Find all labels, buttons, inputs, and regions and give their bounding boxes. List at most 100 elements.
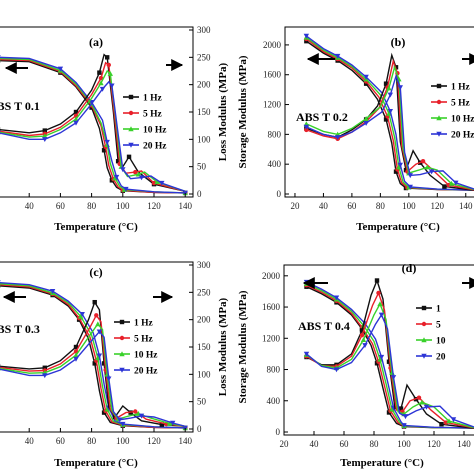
storage-curve-10-hz-point xyxy=(0,59,1,61)
loss-curve-5-hz-point xyxy=(98,75,104,81)
legend-entry-10-hz: 10 Hz xyxy=(431,115,474,125)
panel-c-letter: (c) xyxy=(89,265,102,279)
x-tick-label: 40 xyxy=(25,201,35,211)
x-tick-label: 120 xyxy=(147,436,161,446)
x-tick-label: 140 xyxy=(178,201,192,211)
y-tick-label: 2000 xyxy=(262,271,281,281)
storage-curve-20-hz-point xyxy=(96,353,103,359)
legend-entry-5-hz: 5 Hz xyxy=(114,335,154,345)
loss-curve-20-hz-point xyxy=(0,366,1,368)
loss-curve-20-hz-point xyxy=(42,137,48,143)
legend-marker xyxy=(436,131,442,137)
loss-curve-20-hz-point xyxy=(42,373,48,379)
x-tick-label: 120 xyxy=(431,201,445,211)
storage-curve-10-hz-point xyxy=(386,110,392,116)
storage-curve-20-hz-point xyxy=(104,139,110,145)
loss-curve-20-hz-point xyxy=(390,375,397,381)
storage-curve-20-hz-point xyxy=(407,184,413,190)
loss-curve-20-hz xyxy=(306,313,474,428)
storage-curve-20-hz-point xyxy=(123,186,129,192)
loss-curve-1-hz-point xyxy=(386,359,392,364)
x-tick-label: 100 xyxy=(402,201,416,211)
loss-curve-1-hz-point xyxy=(105,55,110,60)
x-tick-label: 80 xyxy=(376,201,386,211)
storage-curve-20-hz-point xyxy=(378,354,385,360)
y-tick-label: 200 xyxy=(197,80,211,90)
legend-marker xyxy=(119,335,125,341)
y-tick-label: 50 xyxy=(197,162,207,172)
loss-curve-20-hz-point xyxy=(428,169,435,175)
storage-curve-1-hz-point xyxy=(383,117,389,122)
y-tick-label: 400 xyxy=(268,159,282,169)
legend-marker xyxy=(436,99,442,105)
panel-b-sample-label: ABS T 0.2 xyxy=(296,110,348,124)
legend-entry-10-hz: 10 Hz xyxy=(114,351,158,361)
loss-curve-1-hz-point xyxy=(398,406,404,411)
x-tick-label: 100 xyxy=(397,439,411,449)
panel-d-plot-area xyxy=(303,278,474,429)
loss-curve-20-hz-point xyxy=(407,173,413,179)
loss-curve-5-hz-point xyxy=(359,332,365,338)
loss-curve-10-hz-point xyxy=(446,418,452,424)
loss-curve-20-hz-point xyxy=(423,404,430,410)
panel-b-plot-area xyxy=(303,33,474,191)
loss-curve-5-hz-point xyxy=(133,409,138,414)
panel-b-letter: (b) xyxy=(391,35,406,49)
legend-marker xyxy=(128,142,134,148)
loss-curve-10-hz-point xyxy=(448,180,455,186)
x-tick-label: 120 xyxy=(147,201,161,211)
x-tick-label: 80 xyxy=(87,201,97,211)
legend-label: 1 Hz xyxy=(143,94,163,104)
x-tick-label: 120 xyxy=(427,439,441,449)
storage-curve-20-hz-point xyxy=(49,289,56,294)
y-tick-label: 200 xyxy=(197,315,211,325)
loss-curve-10-hz-point xyxy=(73,352,79,358)
loss-curve-1-hz xyxy=(0,53,186,192)
storage-curve-20-hz-point xyxy=(363,74,369,80)
storage-curve-20-hz-point xyxy=(303,33,310,39)
loss-curve-1-hz-point xyxy=(374,278,380,283)
loss-curve-1-hz-point xyxy=(439,421,444,427)
panel-c: 40 60 80 100 120 140 0 50 100 150 200 250 300 (c) AB… xyxy=(0,260,229,469)
loss-curve-10-hz-point xyxy=(42,133,48,139)
y-tick-label: 0 xyxy=(197,189,202,199)
legend-entry-5-hz: 5 Hz xyxy=(123,110,163,120)
loss-curve-20-hz-point xyxy=(138,413,145,419)
loss-curve-10-hz-point xyxy=(95,321,101,327)
storage-curve-20-hz-point xyxy=(57,66,64,72)
panel-c-ylabel-right: Loss Modulus (MPa) xyxy=(217,297,229,396)
x-tick-label: 20 xyxy=(280,439,290,449)
storage-curve-20-hz-point xyxy=(397,162,403,168)
loss-curve-1-hz-point xyxy=(97,70,102,75)
loss-curve-10-hz xyxy=(306,64,474,191)
x-tick-label: 20 xyxy=(290,201,300,211)
loss-curve-1-hz-point xyxy=(159,422,164,427)
y-tick-label: 1200 xyxy=(263,100,282,110)
storage-curve-1-hz-point xyxy=(92,361,97,366)
panel-d-frame xyxy=(283,264,474,436)
legend-label: 10 Hz xyxy=(451,115,474,125)
y-tick-label: 150 xyxy=(197,342,211,352)
legend-entry-1-hz: 1 xyxy=(416,305,441,315)
panel-a-sample-label: ABS T 0.1 xyxy=(0,99,40,113)
loss-curve-20-hz-point xyxy=(453,180,459,186)
loss-curve-5-hz-point xyxy=(106,62,111,68)
legend-label: 20 Hz xyxy=(134,367,158,377)
y-tick-label: 150 xyxy=(197,107,211,117)
loss-curve-5-hz-point xyxy=(443,420,449,425)
legend-entry-5-hz: 5 xyxy=(416,321,441,331)
loss-curve-10-hz-point xyxy=(98,80,104,86)
loss-curve-5-hz-point xyxy=(133,169,138,175)
panel-d-sample-label: ABS T 0.4 xyxy=(298,319,350,333)
y-tick-label: 2000 xyxy=(263,40,282,50)
legend-label: 10 xyxy=(436,337,446,347)
y-tick-label: 250 xyxy=(197,287,211,297)
loss-curve-20-hz-point xyxy=(362,343,368,349)
loss-curve-20-hz xyxy=(306,74,474,190)
loss-curve-20-hz-point xyxy=(402,414,409,420)
legend-marker xyxy=(119,319,125,325)
loss-curve-10-hz-point xyxy=(154,179,160,185)
storage-curve-10-hz-point xyxy=(104,406,110,412)
x-tick-label: 40 xyxy=(25,436,35,446)
